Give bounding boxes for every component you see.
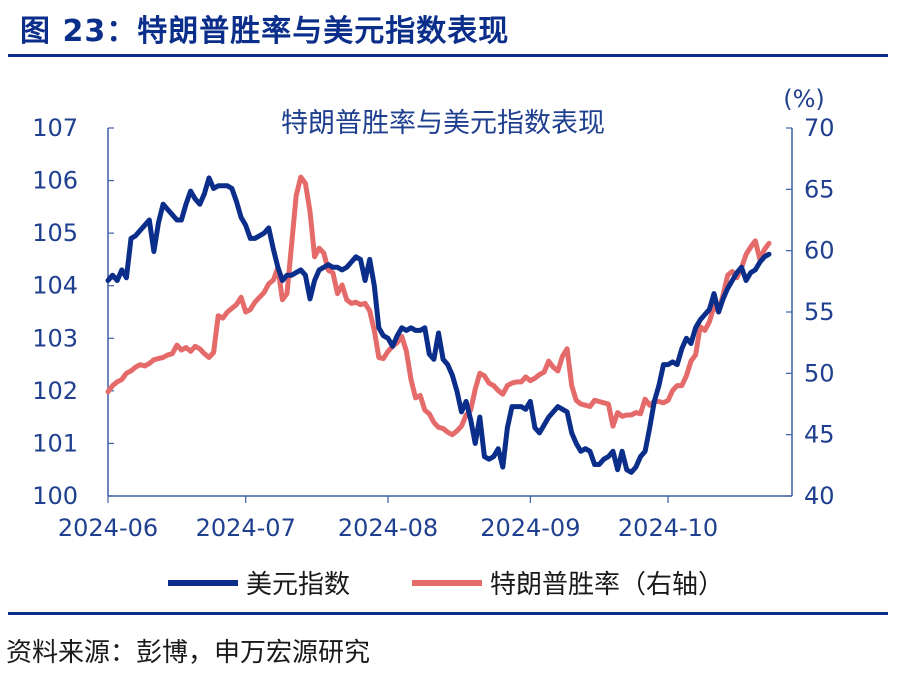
y2-unit-label: (%) — [783, 85, 825, 113]
y-tick-label: 103 — [32, 324, 78, 352]
y2-tick-label: 65 — [804, 175, 835, 203]
y-tick-label: 107 — [32, 114, 78, 142]
legend-label-trump: 特朗普胜率（右轴） — [490, 570, 724, 600]
series-line-dxy — [105, 175, 772, 475]
y2-tick-label: 55 — [804, 298, 835, 326]
y2-tick-label: 50 — [804, 359, 835, 387]
y-tick-label: 104 — [32, 272, 78, 300]
series-line-trump-win-rate — [105, 174, 772, 438]
x-tick-label: 2024-07 — [196, 514, 296, 542]
x-tick-label: 2024-08 — [338, 514, 438, 542]
y-tick-label: 106 — [32, 167, 78, 195]
y2-tick-label: 45 — [804, 421, 835, 449]
figure-title: 图 23：特朗普胜率与美元指数表现 — [20, 14, 510, 49]
y2-tick-label: 60 — [804, 237, 835, 265]
x-tick-label: 2024-10 — [618, 514, 718, 542]
footer-rule — [8, 612, 888, 615]
y-tick-label: 105 — [32, 219, 78, 247]
y2-tick-label: 70 — [804, 114, 835, 142]
x-tick-label: 2024-09 — [480, 514, 580, 542]
legend: 美元指数 特朗普胜率（右轴） — [168, 570, 724, 600]
y-tick-label: 101 — [32, 429, 78, 457]
axes-group: 100 101 102 103 104 105 106 107 40 45 50 55 60 65 70 20… — [32, 114, 834, 542]
chart-title: 特朗普胜率与美元指数表现 — [281, 108, 605, 139]
source-note: 资料来源：彭博，申万宏源研究 — [6, 638, 371, 668]
series-group — [105, 174, 772, 475]
y2-tick-label: 40 — [804, 482, 835, 510]
y-tick-label: 102 — [32, 377, 78, 405]
x-tick-label: 2024-06 — [58, 514, 158, 542]
title-rule — [8, 54, 888, 57]
y-tick-label: 100 — [32, 482, 78, 510]
legend-label-dxy: 美元指数 — [246, 570, 350, 600]
